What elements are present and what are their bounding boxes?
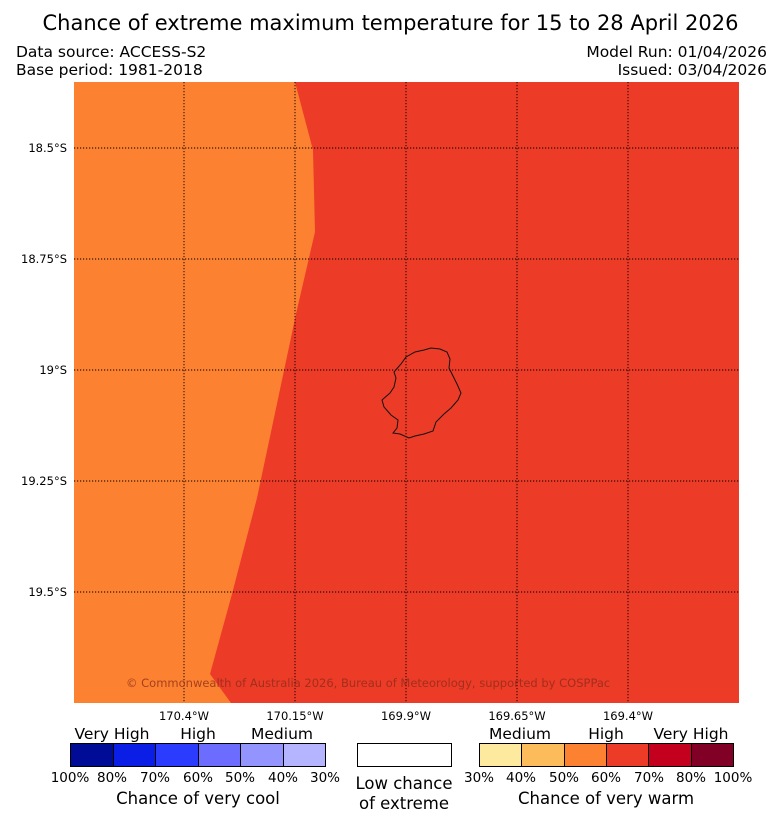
model-run: Model Run: 01/04/2026 bbox=[586, 43, 767, 61]
warm-category-label: Medium bbox=[489, 725, 551, 743]
lat-label: 18.5°S bbox=[28, 141, 67, 155]
cool-tick-label: 100% bbox=[50, 770, 90, 786]
cool-swatch-0 bbox=[71, 744, 114, 766]
cool-swatch-2 bbox=[156, 744, 199, 766]
cool-category-label: Medium bbox=[251, 725, 313, 743]
cool-tick-label: 40% bbox=[267, 770, 299, 786]
lon-label: 170.15°W bbox=[266, 709, 324, 723]
neutral-caption-line: of extreme bbox=[358, 794, 450, 813]
cool-tick-label: 30% bbox=[309, 770, 341, 786]
lon-label: 169.65°W bbox=[488, 709, 546, 723]
cool-category-label: Very High bbox=[74, 725, 150, 743]
cool-swatch-5 bbox=[283, 744, 325, 766]
warm-caption: Chance of very warm bbox=[517, 789, 695, 808]
cool-tick-label: 80% bbox=[96, 770, 128, 786]
warm-swatch-4 bbox=[649, 744, 692, 766]
island-outline bbox=[381, 347, 462, 439]
map-title: Chance of extreme maximum temperature fo… bbox=[42, 11, 739, 35]
lat-label: 19.25°S bbox=[21, 474, 67, 488]
warm-swatch-2 bbox=[564, 744, 607, 766]
lon-label: 169.9°W bbox=[380, 709, 432, 723]
warm-tick-label: 100% bbox=[713, 770, 753, 786]
copyright-notice: © Commonwealth of Australia 2026, Bureau… bbox=[126, 676, 610, 690]
warm-category-label: Very High bbox=[653, 725, 729, 743]
cool-swatch-4 bbox=[241, 744, 284, 766]
cool-colorbar bbox=[70, 743, 326, 767]
warm-tick-label: 80% bbox=[675, 770, 707, 786]
cool-tick-label: 60% bbox=[182, 770, 214, 786]
issued-date: Issued: 03/04/2026 bbox=[617, 61, 767, 79]
warm-swatch-0 bbox=[480, 744, 523, 766]
lon-label: 170.4°W bbox=[158, 709, 210, 723]
cool-swatch-1 bbox=[113, 744, 156, 766]
model-run-info: Model Run: 01/04/2026 Issued: 03/04/2026 bbox=[586, 43, 767, 79]
neutral-swatch-fill bbox=[358, 744, 451, 766]
warm-swatch-1 bbox=[522, 744, 565, 766]
region-warm-50-60 bbox=[74, 82, 315, 703]
warm-swatch-5 bbox=[691, 744, 733, 766]
lat-label: 19.5°S bbox=[28, 585, 67, 599]
lon-label: 169.4°W bbox=[602, 709, 654, 723]
warm-tick-label: 30% bbox=[463, 770, 495, 786]
warm-swatch-3 bbox=[606, 744, 650, 766]
cool-tick-label: 70% bbox=[139, 770, 171, 786]
cool-category-label: High bbox=[180, 725, 216, 743]
warm-tick-label: 40% bbox=[505, 770, 537, 786]
lat-label: 19°S bbox=[39, 363, 67, 377]
data-source-info: Data source: ACCESS-S2 Base period: 1981… bbox=[16, 43, 206, 79]
warm-category-label: High bbox=[588, 725, 624, 743]
warm-tick-label: 60% bbox=[590, 770, 622, 786]
cool-caption: Chance of very cool bbox=[116, 789, 280, 808]
warm-tick-label: 70% bbox=[633, 770, 665, 786]
cool-tick-label: 50% bbox=[224, 770, 256, 786]
base-period: Base period: 1981-2018 bbox=[16, 61, 203, 79]
forecast-map: © Commonwealth of Australia 2026, Bureau… bbox=[74, 82, 739, 703]
warm-tick-label: 50% bbox=[548, 770, 580, 786]
lat-label: 18.75°S bbox=[21, 252, 67, 266]
data-source: Data source: ACCESS-S2 bbox=[16, 43, 207, 61]
cool-swatch-3 bbox=[198, 744, 241, 766]
neutral-caption: Low chance of extreme bbox=[355, 774, 452, 814]
neutral-caption-line: Low chance bbox=[355, 774, 453, 793]
warm-colorbar bbox=[479, 743, 734, 767]
neutral-swatch bbox=[357, 743, 452, 767]
